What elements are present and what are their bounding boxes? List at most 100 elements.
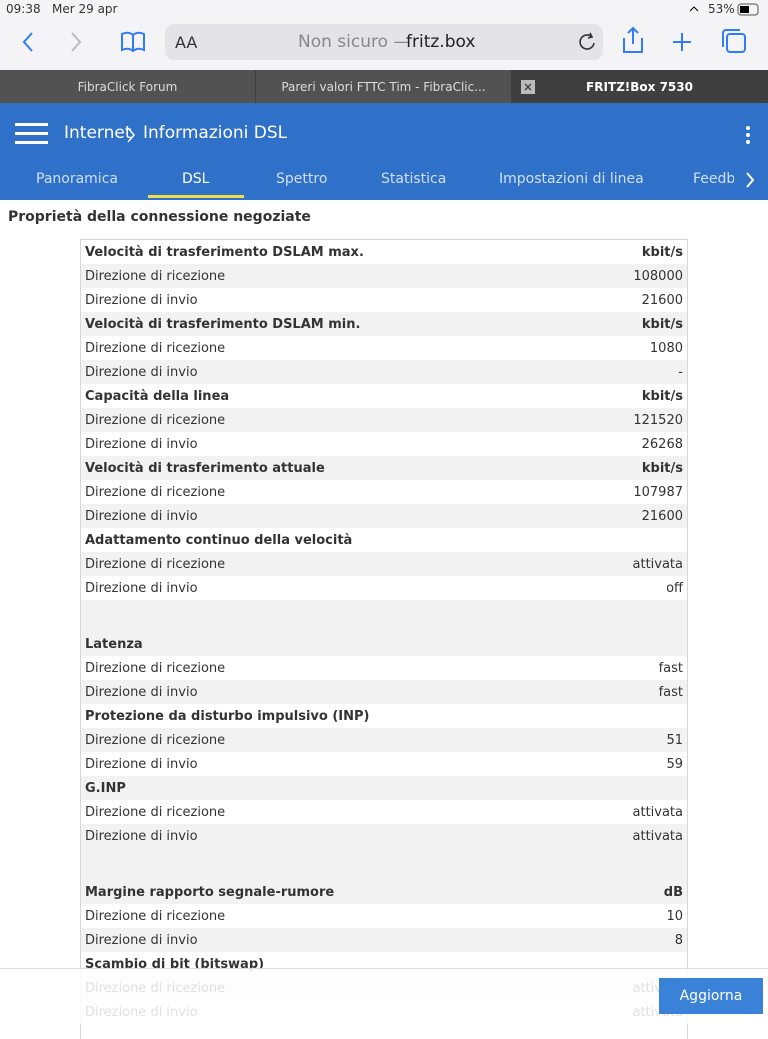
- table-row: Direzione di invio 21600: [81, 288, 687, 312]
- host: fritz.box: [406, 32, 476, 52]
- spacer-row: [81, 600, 687, 632]
- table-row: Direzione di ricezione attivata: [81, 552, 687, 576]
- row-value: dB: [663, 884, 683, 900]
- nav-item[interactable]: Spettro: [276, 171, 328, 187]
- row-value: 107987: [633, 484, 683, 500]
- nav-item[interactable]: Impostazioni di linea: [499, 171, 644, 187]
- nav-item[interactable]: Panoramica: [36, 171, 118, 187]
- back[interactable]: [22, 32, 33, 52]
- table: Velocità di trasferimento DSLAM max. kbit…: [80, 239, 688, 1039]
- table-row: Direzione di ricezione attivata: [81, 800, 687, 824]
- row-value: 59: [666, 756, 683, 772]
- new-tab[interactable]: [673, 33, 691, 51]
- group-row: Protezione da disturbo impulsivo (INP): [81, 704, 687, 728]
- row-label: Direzione di ricezione: [85, 732, 226, 748]
- row-value: fast: [658, 660, 683, 676]
- row-label: Direzione di invio: [85, 580, 198, 596]
- tab[interactable]: Pareri valori FTTC Tim - FibraClic...: [256, 70, 512, 103]
- row-value: 1080: [649, 340, 683, 356]
- group-row: Velocità di trasferimento DSLAM max. kbit…: [81, 240, 687, 264]
- text-size[interactable]: AA: [175, 33, 198, 52]
- table-row: Direzione di ricezione 107987: [81, 480, 687, 504]
- share[interactable]: [623, 26, 643, 53]
- tabs-button[interactable]: [726, 33, 746, 53]
- row-label: Direzione di ricezione: [85, 340, 226, 356]
- row-label: Velocità di trasferimento DSLAM max.: [85, 244, 364, 260]
- row-value: attivata: [632, 556, 684, 572]
- table-row: Direzione di ricezione 121520: [81, 408, 687, 432]
- group-row: Scambio di bit (bitswap): [81, 952, 687, 976]
- row-value: 121520: [633, 412, 683, 428]
- table-row: Direzione di invio 8: [81, 928, 687, 952]
- group-row: Capacità della linea kbit/s: [81, 384, 687, 408]
- section-title: Proprietà della connessione negoziate: [8, 209, 311, 225]
- row-label: Direzione di ricezione: [85, 484, 226, 500]
- row-label: Direzione di invio: [85, 756, 198, 772]
- row-label: Direzione di invio: [85, 436, 198, 452]
- row-label: Direzione di invio: [85, 684, 198, 700]
- bookmarks[interactable]: [121, 31, 145, 53]
- table-row: Direzione di invio off: [81, 576, 687, 600]
- row-value: 51: [666, 732, 683, 748]
- table-row: Direzione di ricezione 108000: [81, 264, 687, 288]
- row-label: Capacità della linea: [85, 388, 230, 404]
- tab[interactable]: FibraClick Forum: [0, 70, 256, 103]
- group-row: G.INP: [81, 776, 687, 800]
- tab[interactable]: FRITZ!Box 7530: [512, 70, 768, 103]
- table-row: Direzione di invio -: [81, 360, 687, 384]
- row-label: Adattamento continuo della velocità: [85, 532, 353, 548]
- row-value: kbit/s: [641, 460, 683, 476]
- breadcrumb-separator: [127, 127, 135, 143]
- group-row: Margine rapporto segnale-rumore dB: [81, 880, 687, 904]
- group-row: Adattamento continuo della velocità: [81, 528, 687, 552]
- row-label: Direzione di ricezione: [85, 412, 226, 428]
- table-row: Direzione di invio 26268: [81, 432, 687, 456]
- nav-item[interactable]: Statistica: [381, 171, 447, 187]
- row-label: Direzione di invio: [85, 364, 198, 380]
- nav-item[interactable]: DSL: [182, 171, 210, 187]
- reload[interactable]: [579, 32, 595, 50]
- security: Non sicuro —: [298, 32, 411, 52]
- row-label: Velocità di trasferimento attuale: [85, 460, 325, 476]
- row-label: Direzione di ricezione: [85, 268, 226, 284]
- breadcrumb: Informazioni DSL: [143, 123, 288, 143]
- row-label: Direzione di invio: [85, 932, 198, 948]
- row-value: 26268: [641, 436, 683, 452]
- table-row: Direzione di ricezione 10: [81, 904, 687, 928]
- row-value: attivata: [632, 828, 684, 844]
- row-label: Velocità di trasferimento DSLAM min.: [85, 316, 361, 332]
- row-label: Scambio di bit (bitswap): [85, 956, 265, 972]
- table-row: Direzione di invio attivata: [81, 824, 687, 848]
- close-tab[interactable]: [521, 80, 535, 94]
- row-value: kbit/s: [641, 316, 683, 332]
- row-label: Latenza: [85, 636, 143, 652]
- footer-bar: [0, 968, 768, 1024]
- battery-icon: [737, 3, 759, 16]
- nav-item[interactable]: Feedb: [693, 171, 736, 187]
- active-indicator: [148, 195, 244, 198]
- table-row: Direzione di invio fast: [81, 680, 687, 704]
- row-label: Protezione da disturbo impulsivo (INP): [85, 708, 370, 724]
- forward[interactable]: [71, 32, 82, 52]
- battery-level: [740, 6, 749, 13]
- table-row: Direzione di ricezione 1080: [81, 336, 687, 360]
- row-value: kbit/s: [641, 244, 683, 260]
- refresh-button[interactable]: Aggiorna: [659, 978, 763, 1014]
- spacer-row: [81, 848, 687, 880]
- row-value: 108000: [633, 268, 683, 284]
- row-label: Direzione di invio: [85, 508, 198, 524]
- nav-tabs: Panoramica DSL Spettro Statistica Impost…: [0, 163, 768, 200]
- row-label: Direzione di ricezione: [85, 804, 226, 820]
- row-label: G.INP: [85, 780, 126, 796]
- more[interactable]: [744, 125, 752, 145]
- tabs-button-back: [722, 29, 740, 47]
- breadcrumb[interactable]: Internet: [64, 123, 132, 143]
- group-row: Latenza: [81, 632, 687, 656]
- group-row: Velocità di trasferimento attuale kbit/s: [81, 456, 687, 480]
- menu[interactable]: [15, 121, 49, 147]
- browser-chrome: 09:38 Mer 29 apr 53% AA Non sicuro — fri…: [0, 0, 768, 70]
- address-bar[interactable]: [165, 24, 603, 60]
- row-label: Direzione di ricezione: [85, 908, 226, 924]
- nav-next[interactable]: [734, 163, 768, 200]
